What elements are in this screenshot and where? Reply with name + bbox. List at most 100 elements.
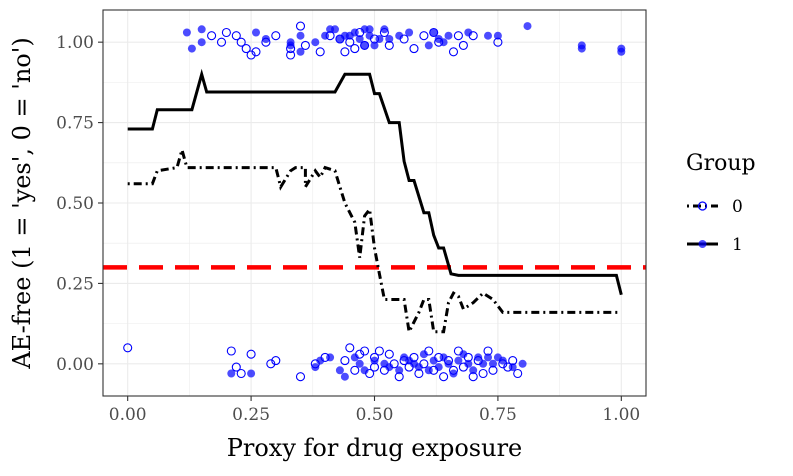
point-group-0 — [350, 44, 360, 54]
series-line-group-1 — [127, 68, 623, 296]
legend-title: Group — [686, 151, 756, 176]
point-group-0 — [325, 31, 335, 41]
point-group-1 — [182, 28, 191, 37]
point-group-1 — [252, 28, 260, 37]
point-group-0 — [295, 21, 306, 31]
point-group-1 — [434, 363, 443, 372]
point-group-0 — [236, 37, 246, 47]
point-group-1 — [469, 366, 478, 375]
point-group-1 — [316, 356, 325, 365]
point-group-0 — [355, 27, 365, 38]
point-group-1 — [577, 44, 586, 53]
point-group-1 — [370, 356, 379, 365]
y-tick-label: 0.50 — [56, 194, 94, 214]
y-tick-label: 0.25 — [56, 274, 94, 294]
point-group-1 — [454, 356, 463, 365]
point-group-0 — [478, 368, 488, 379]
point-group-1 — [355, 35, 364, 43]
point-group-0 — [374, 346, 384, 356]
point-group-1 — [474, 353, 483, 362]
point-group-1 — [296, 47, 305, 56]
point-group-1 — [459, 350, 468, 359]
point-group-0 — [360, 40, 370, 50]
point-group-1 — [286, 38, 295, 47]
point-group-1 — [340, 372, 349, 381]
point-group-1 — [311, 363, 320, 372]
point-group-0 — [384, 349, 394, 359]
point-group-0 — [424, 346, 434, 356]
y-tick-label: 0.00 — [56, 355, 94, 375]
point-group-0 — [498, 359, 508, 369]
point-group-0 — [513, 368, 523, 379]
point-group-1 — [424, 366, 433, 375]
point-group-1 — [518, 359, 527, 368]
point-group-0 — [355, 349, 365, 359]
point-group-0 — [483, 346, 493, 356]
point-group-1 — [424, 41, 433, 50]
point-group-0 — [508, 356, 518, 366]
point-group-0 — [419, 359, 429, 369]
point-group-0 — [473, 356, 483, 366]
point-group-0 — [345, 343, 355, 353]
x-axis: 0.00 0.25 0.50 0.75 1.00 — [109, 396, 640, 425]
point-group-0 — [448, 365, 459, 375]
point-group-0 — [453, 346, 463, 356]
point-group-1 — [419, 350, 428, 359]
point-group-0 — [468, 372, 478, 382]
point-group-1 — [429, 28, 438, 37]
data-points — [123, 21, 626, 382]
y-axis: 0.00 0.25 0.50 0.75 1.00 — [56, 33, 103, 375]
point-group-0 — [468, 31, 478, 41]
point-group-1 — [395, 366, 404, 375]
point-group-0 — [340, 47, 350, 57]
point-group-0 — [448, 47, 459, 57]
point-group-0 — [251, 47, 261, 57]
legend-key-1: 1 — [687, 235, 743, 255]
point-group-1 — [311, 38, 320, 47]
point-group-0 — [246, 50, 256, 60]
point-group-0 — [394, 372, 404, 382]
point-group-0 — [286, 44, 296, 54]
point-group-0 — [216, 37, 227, 47]
x-tick-label: 1.00 — [602, 405, 640, 425]
point-group-1 — [197, 38, 206, 47]
x-tick-label: 0.75 — [479, 405, 517, 425]
point-group-1 — [489, 359, 497, 368]
point-group-1 — [498, 356, 507, 365]
point-group-0 — [266, 359, 276, 369]
series-lines — [127, 68, 623, 337]
point-group-0 — [429, 27, 439, 38]
point-group-0 — [409, 44, 419, 54]
point-group-0 — [434, 352, 444, 362]
point-group-1 — [296, 31, 305, 40]
point-group-1 — [197, 25, 206, 34]
point-group-0 — [463, 352, 473, 362]
point-group-1 — [617, 47, 626, 56]
point-group-0 — [503, 362, 513, 372]
point-group-0 — [488, 365, 498, 375]
point-group-1 — [360, 41, 369, 50]
point-group-0 — [207, 31, 217, 41]
point-group-1 — [405, 28, 414, 37]
point-group-0 — [493, 37, 503, 47]
point-group-1 — [335, 366, 344, 375]
point-group-0 — [231, 31, 241, 41]
point-group-0 — [295, 372, 306, 382]
point-group-0 — [369, 362, 380, 372]
point-group-1 — [365, 25, 374, 34]
point-group-0 — [443, 356, 454, 366]
point-group-1 — [375, 35, 384, 43]
point-group-1 — [439, 353, 448, 362]
point-group-0 — [458, 40, 468, 50]
point-group-1 — [414, 363, 423, 372]
point-group-0 — [350, 365, 360, 375]
point-group-1 — [365, 31, 374, 40]
point-group-0 — [458, 362, 468, 372]
point-group-1 — [429, 356, 438, 365]
point-group-1 — [380, 25, 389, 34]
point-group-0 — [414, 368, 424, 379]
x-axis-title: Proxy for drug exposure — [227, 434, 523, 462]
point-group-1 — [385, 363, 394, 372]
point-group-1 — [484, 31, 492, 40]
point-group-1 — [479, 359, 488, 368]
